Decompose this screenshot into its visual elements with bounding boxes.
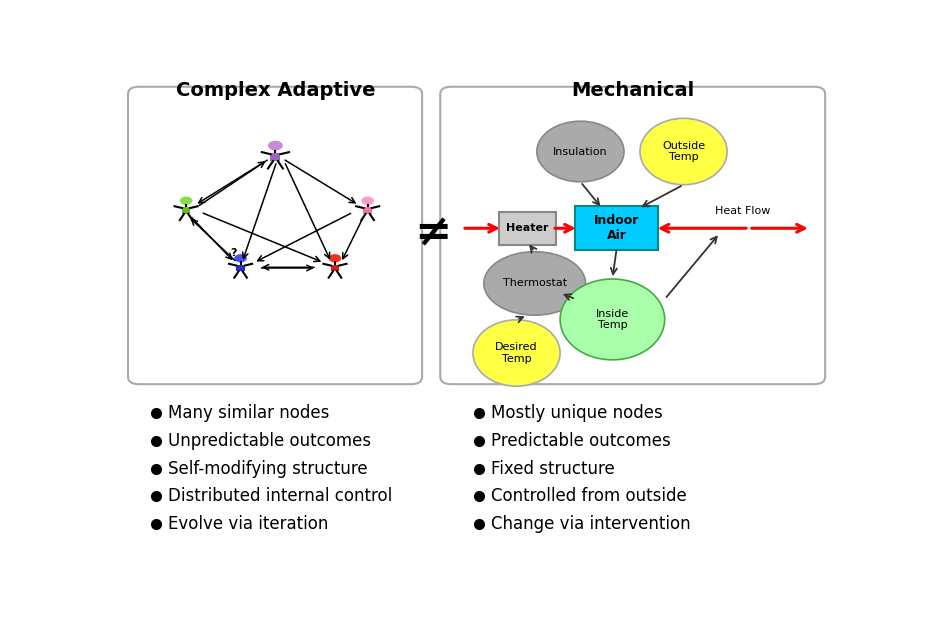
Text: Controlled from outside: Controlled from outside: [490, 487, 686, 505]
Bar: [271, 153, 280, 161]
FancyBboxPatch shape: [440, 87, 825, 384]
FancyBboxPatch shape: [128, 87, 421, 384]
Text: Indoor
Air: Indoor Air: [593, 214, 638, 242]
Bar: [182, 207, 190, 214]
Text: Insulation: Insulation: [552, 146, 607, 156]
Ellipse shape: [536, 121, 623, 182]
Ellipse shape: [473, 320, 560, 386]
Text: Heater: Heater: [505, 223, 548, 233]
FancyBboxPatch shape: [575, 206, 658, 250]
Ellipse shape: [639, 118, 726, 184]
Text: Unpredictable outcomes: Unpredictable outcomes: [168, 432, 371, 450]
Circle shape: [329, 254, 341, 262]
Circle shape: [180, 196, 192, 205]
Text: Thermostat: Thermostat: [502, 278, 566, 288]
Text: Outside
Temp: Outside Temp: [661, 141, 705, 163]
Text: Mechanical: Mechanical: [570, 81, 694, 100]
Text: Many similar nodes: Many similar nodes: [168, 404, 329, 422]
Ellipse shape: [560, 279, 664, 360]
Circle shape: [234, 254, 246, 262]
Circle shape: [268, 141, 283, 151]
Bar: [363, 207, 372, 214]
FancyBboxPatch shape: [499, 212, 555, 245]
Text: ?: ?: [230, 248, 236, 258]
Text: Complex Adaptive: Complex Adaptive: [175, 81, 374, 100]
Text: ≠: ≠: [414, 212, 451, 255]
Bar: [236, 265, 244, 272]
Text: Inside
Temp: Inside Temp: [595, 308, 628, 330]
Ellipse shape: [483, 252, 585, 315]
Text: Self-modifying structure: Self-modifying structure: [168, 460, 367, 478]
Text: Predictable outcomes: Predictable outcomes: [490, 432, 670, 450]
Circle shape: [361, 196, 373, 205]
Text: Distributed internal control: Distributed internal control: [168, 487, 392, 505]
Text: Heat Flow: Heat Flow: [715, 206, 770, 216]
Text: Desired
Temp: Desired Temp: [495, 342, 537, 364]
Text: Evolve via iteration: Evolve via iteration: [168, 515, 328, 533]
Text: Fixed structure: Fixed structure: [490, 460, 614, 478]
Text: Change via intervention: Change via intervention: [490, 515, 690, 533]
Bar: [330, 265, 339, 272]
Text: Mostly unique nodes: Mostly unique nodes: [490, 404, 662, 422]
